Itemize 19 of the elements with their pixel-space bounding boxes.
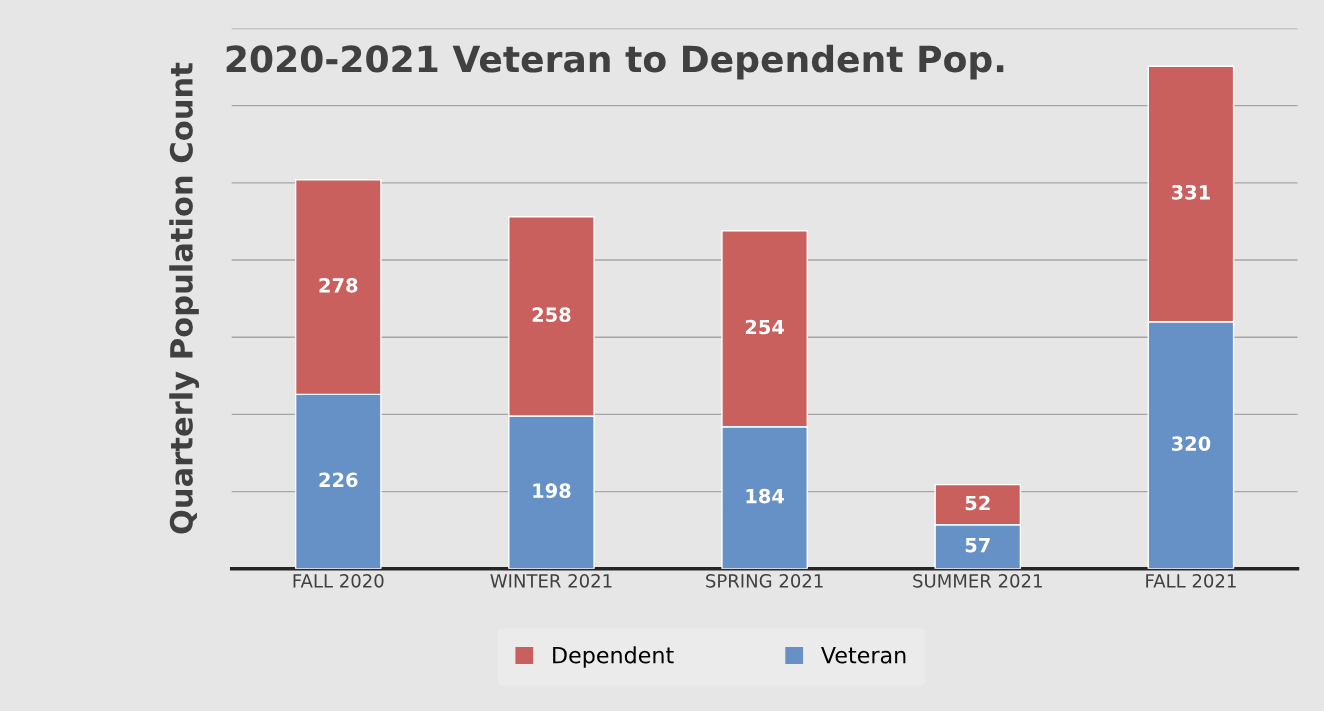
x-tick-label: SUMMER 2021 bbox=[913, 573, 1042, 588]
data-label: 226 bbox=[319, 472, 358, 488]
data-label: 198 bbox=[533, 483, 571, 499]
x-tick-label: FALL 2021 bbox=[1146, 573, 1236, 588]
data-label: 184 bbox=[746, 488, 785, 504]
data-label: 258 bbox=[532, 307, 571, 323]
data-label: 52 bbox=[965, 495, 990, 511]
chart-title: 2020-2021 Veteran to Dependent Pop. bbox=[226, 44, 1004, 80]
data-label: 57 bbox=[965, 537, 990, 553]
legend-label: Veteran bbox=[821, 647, 906, 664]
data-label: 331 bbox=[1171, 184, 1210, 200]
y-axis-title: Quarterly Population Count bbox=[169, 62, 200, 534]
x-tick-label: SPRING 2021 bbox=[706, 573, 823, 588]
data-label: 278 bbox=[319, 277, 358, 293]
x-tick-label: WINTER 2021 bbox=[490, 573, 612, 588]
data-label: 254 bbox=[745, 319, 785, 335]
x-tick-label: FALL 2020 bbox=[293, 573, 384, 588]
data-label: 320 bbox=[1171, 436, 1211, 451]
legend-label: Dependent bbox=[553, 646, 674, 668]
